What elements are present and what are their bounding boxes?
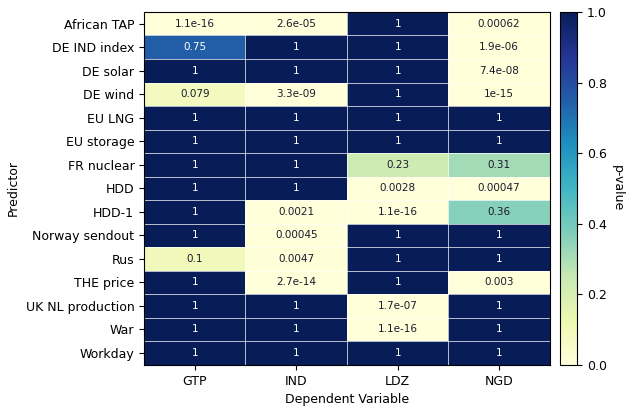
Text: 1: 1 <box>293 325 300 335</box>
Text: 0.003: 0.003 <box>484 278 514 287</box>
Text: 0.36: 0.36 <box>488 207 511 217</box>
Text: 1: 1 <box>496 113 502 123</box>
Text: 0.0028: 0.0028 <box>380 183 416 193</box>
Text: 1: 1 <box>191 278 198 287</box>
X-axis label: Dependent Variable: Dependent Variable <box>285 393 409 406</box>
Text: 1: 1 <box>293 42 300 52</box>
Text: 1: 1 <box>191 183 198 193</box>
Text: 1.9e-06: 1.9e-06 <box>479 42 519 52</box>
Text: 3.3e-09: 3.3e-09 <box>276 89 316 99</box>
Text: 1: 1 <box>293 113 300 123</box>
Text: 0.23: 0.23 <box>386 160 409 170</box>
Text: 1.1e-16: 1.1e-16 <box>175 19 214 29</box>
Text: 1: 1 <box>293 160 300 170</box>
Y-axis label: Predictor: Predictor <box>7 160 20 216</box>
Text: 1: 1 <box>496 136 502 146</box>
Text: 1: 1 <box>191 301 198 311</box>
Text: 2.7e-14: 2.7e-14 <box>276 278 316 287</box>
Text: 1: 1 <box>394 89 401 99</box>
Text: 1.1e-16: 1.1e-16 <box>378 207 418 217</box>
Text: 1: 1 <box>293 301 300 311</box>
Text: 1: 1 <box>496 230 502 240</box>
Text: 1: 1 <box>394 136 401 146</box>
Text: 1: 1 <box>191 136 198 146</box>
Text: 7.4e-08: 7.4e-08 <box>479 66 519 76</box>
Text: 1: 1 <box>394 66 401 76</box>
Text: 1: 1 <box>394 230 401 240</box>
Text: 1: 1 <box>191 160 198 170</box>
Text: 1: 1 <box>191 113 198 123</box>
Text: 1: 1 <box>394 19 401 29</box>
Text: 1: 1 <box>293 66 300 76</box>
Text: 1.7e-07: 1.7e-07 <box>378 301 418 311</box>
Text: 1: 1 <box>394 113 401 123</box>
Text: 0.31: 0.31 <box>488 160 511 170</box>
Text: 2.6e-05: 2.6e-05 <box>276 19 316 29</box>
Text: 1: 1 <box>496 348 502 358</box>
Text: 1: 1 <box>394 348 401 358</box>
Text: 1: 1 <box>293 348 300 358</box>
Text: 1: 1 <box>293 183 300 193</box>
Text: 1: 1 <box>394 254 401 264</box>
Text: 1: 1 <box>191 230 198 240</box>
Text: 1: 1 <box>191 66 198 76</box>
Text: 1: 1 <box>293 136 300 146</box>
Text: 0.1: 0.1 <box>186 254 203 264</box>
Text: 1e-15: 1e-15 <box>484 89 514 99</box>
Text: 0.079: 0.079 <box>180 89 209 99</box>
Text: 1: 1 <box>191 325 198 335</box>
Text: 0.00045: 0.00045 <box>275 230 317 240</box>
Text: 1: 1 <box>496 301 502 311</box>
Text: 0.00062: 0.00062 <box>478 19 520 29</box>
Text: 1: 1 <box>496 254 502 264</box>
Text: 0.00047: 0.00047 <box>478 183 520 193</box>
Text: 1.1e-16: 1.1e-16 <box>378 325 418 335</box>
Text: 0.75: 0.75 <box>183 42 206 52</box>
Text: 0.0021: 0.0021 <box>278 207 314 217</box>
Text: 1: 1 <box>394 42 401 52</box>
Text: 1: 1 <box>191 207 198 217</box>
Text: 1: 1 <box>496 325 502 335</box>
Text: 1: 1 <box>191 348 198 358</box>
Text: 0.0047: 0.0047 <box>278 254 314 264</box>
Text: 1: 1 <box>394 278 401 287</box>
Y-axis label: p-value: p-value <box>611 165 624 211</box>
